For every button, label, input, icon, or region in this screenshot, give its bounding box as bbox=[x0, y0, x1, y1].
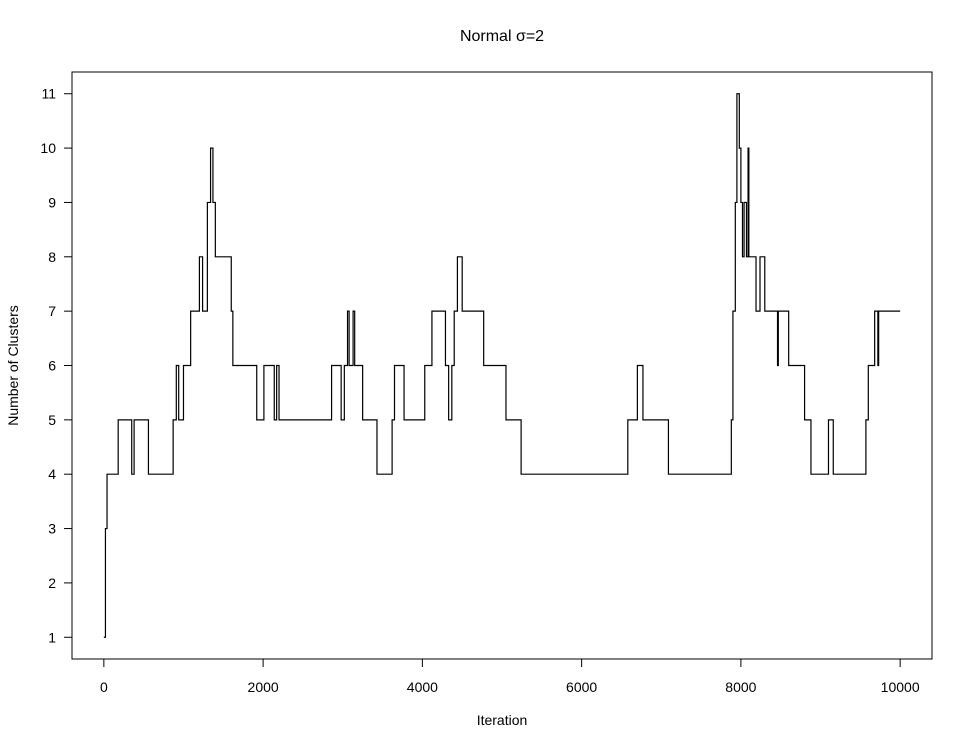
y-tick-label: 5 bbox=[48, 412, 56, 428]
y-tick-label: 9 bbox=[48, 194, 56, 210]
x-tick-label: 4000 bbox=[407, 679, 438, 695]
y-tick-label: 7 bbox=[48, 303, 56, 319]
series-line-clusters bbox=[103, 93, 901, 638]
x-tick-label: 6000 bbox=[566, 679, 597, 695]
x-tick-label: 8000 bbox=[725, 679, 756, 695]
x-tick-label: 2000 bbox=[248, 679, 279, 695]
y-tick-label: 8 bbox=[48, 249, 56, 265]
y-axis-label: Number of Clusters bbox=[5, 305, 21, 426]
y-tick-label: 10 bbox=[40, 140, 56, 156]
y-axis: 1 2 3 4 5 6 7 8 9 10 11 bbox=[40, 86, 73, 645]
y-tick-label: 3 bbox=[48, 521, 56, 537]
x-tick-label: 0 bbox=[100, 679, 108, 695]
chart-title: Normal σ=2 bbox=[460, 28, 544, 45]
x-tick-label: 10000 bbox=[881, 679, 920, 695]
y-tick-label: 1 bbox=[48, 629, 56, 645]
y-tick-label: 6 bbox=[48, 358, 56, 374]
x-axis-label: Iteration bbox=[477, 712, 528, 728]
y-tick-label: 4 bbox=[48, 466, 56, 482]
x-axis: 0 2000 4000 6000 8000 10000 bbox=[100, 658, 920, 695]
y-tick-label: 11 bbox=[41, 86, 56, 102]
y-tick-label: 2 bbox=[48, 575, 56, 591]
